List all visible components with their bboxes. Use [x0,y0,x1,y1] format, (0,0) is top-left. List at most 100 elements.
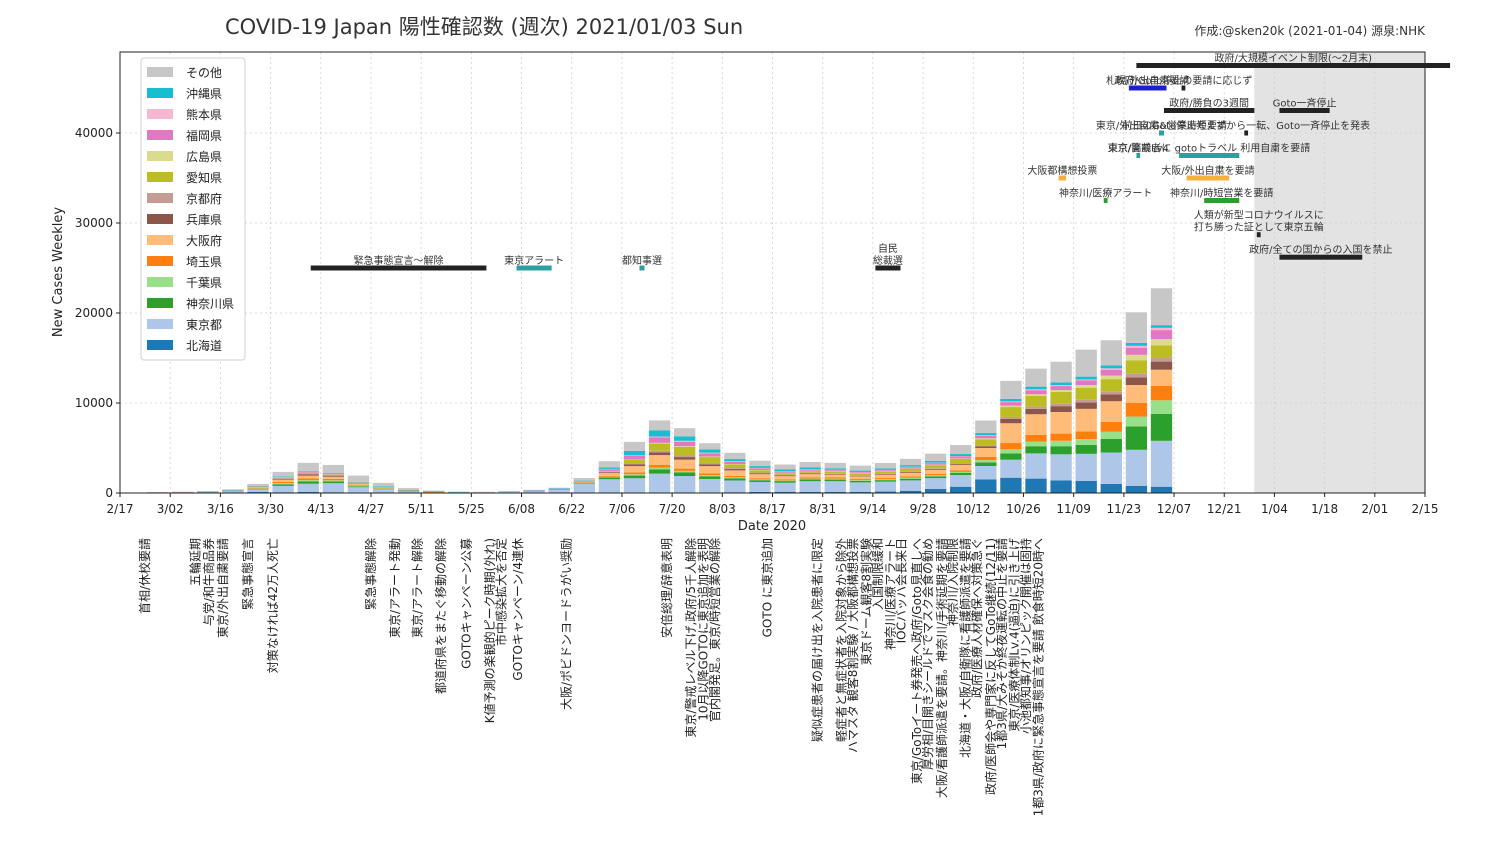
legend-label: 埼玉県 [186,255,222,269]
bar-segment [623,475,646,479]
event-label: 1都3県/大みそか終夜運転の中止を要請 [994,538,1009,749]
bar-segment [397,491,420,493]
bar-segment [272,483,294,485]
campaign-bar [1179,153,1240,158]
chart-title: COVID-19 Japan 陽性確認数 (週次) 2021/01/03 Sun [225,15,743,39]
bar-segment [924,488,947,493]
legend-swatch [147,235,173,245]
legend-swatch [147,130,173,140]
bar-segment [899,478,922,481]
event-label: GOTOキャンペーン/4連休 [511,538,525,681]
bar-segment [272,479,294,482]
chart-credit: 作成:@sken20k (2021-01-04) 源泉:NHK [1194,24,1426,38]
campaign-bar [1158,130,1164,136]
bar-segment [774,491,796,493]
bar-segment [874,480,897,482]
bar-segment [1025,389,1047,391]
bar-segment [648,467,671,470]
bar-segment [924,463,947,465]
legend-swatch [147,319,173,329]
bar-segment [1150,369,1173,386]
event-label: GOTO に東京追加 [759,538,774,637]
campaign-label-line: 神奈川/医療アラート [1059,187,1152,200]
bar-segment [1100,452,1122,484]
bar-segment [699,453,721,457]
bar-segment [1025,441,1047,447]
campaign-label: 神奈川/医療アラート [1059,187,1152,200]
bar-segment [1100,391,1122,395]
event-label: 与党/和牛商品券 [201,538,216,626]
bar-segment [598,461,621,468]
bar-segment [673,436,696,441]
bar-segment [699,473,721,476]
bar-segment [975,457,997,461]
bar-segment [247,488,269,490]
bar-segment [673,470,696,473]
bar-segment [950,470,972,472]
bar-segment [724,468,746,470]
campaign-label-line: 東京/外出自粛&営業時短要請 [1096,119,1227,132]
bar-segment [1025,478,1047,493]
bars [121,288,1173,494]
event-label: 東京/GoToイート券発売へ政府/Goto見直しへ [909,538,924,784]
bar-segment [849,475,872,477]
bar-segment [322,473,344,474]
bar-segment [648,455,671,466]
legend-swatch [147,109,173,119]
bar-segment [1100,421,1122,432]
bar-segment [824,481,846,493]
bar-segment [1125,360,1148,374]
bar-segment [1100,484,1122,493]
bar-segment [523,490,545,493]
bar-segment [197,491,219,493]
bar-segment [899,476,922,478]
bar-segment [322,481,344,484]
bar-segment [1100,394,1122,402]
bar-segment [874,471,897,474]
bar-segment [322,476,344,479]
bar-segment [598,479,621,493]
event-label: 1都3県/政府に緊急事態宣言を要請 飲食時短20時へ [1031,538,1046,816]
bar-segment [347,485,370,486]
bar-segment [975,439,997,446]
bar-segment [1100,375,1122,380]
bar-segment [523,489,545,491]
bar-segment [749,472,771,474]
bar-segment [272,476,294,478]
campaign-label-line: 自民 [878,242,898,255]
campaign-label-line: 都知事選 [622,254,662,267]
bar-segment [874,468,897,470]
legend-label: 大阪府 [186,233,222,248]
bar-segment [222,491,244,492]
bar-segment [623,472,646,475]
bar-segment [1050,446,1072,455]
bar-segment [1075,399,1097,403]
campaign-label-line: Goto一斉停止 [1273,97,1337,110]
bar-segment [799,467,821,470]
bar-segment [874,478,897,480]
campaign-label-line: 大阪都構想投票 [1027,164,1097,177]
campaign-label-line: 神奈川/時短営業を要請 [1170,187,1273,200]
bar-segment [874,491,897,493]
bar-segment [1000,416,1022,419]
bar-segment [297,480,319,482]
bar-segment [849,465,872,471]
bar-segment [874,471,897,472]
bar-segment [774,480,796,482]
event-label: 神奈川/入院制限 [946,538,960,626]
event-label: 疑似症患者の届け出を入院患者に限定 [810,538,825,742]
bar-segment [623,459,646,461]
bar-segment [1075,431,1097,439]
campaign-label: 東京/外出自粛&営業時短要請 [1096,119,1227,132]
bar-segment [699,476,721,479]
bar-segment [473,492,495,493]
bar-segment [347,483,370,486]
bar-segment [1150,400,1173,414]
bar-segment [799,477,821,479]
event-label: 東京/外出自粛要請 [216,538,230,638]
bar-segment [1075,402,1097,409]
bar-segment [573,480,595,482]
bar-segment [1100,401,1122,422]
x-tick-label: 11/23 [1107,502,1142,516]
